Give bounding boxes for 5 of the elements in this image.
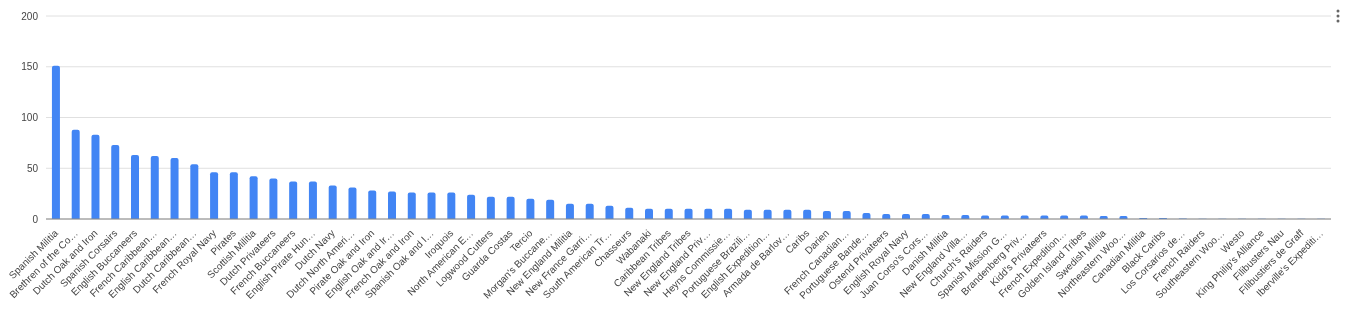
y-tick-label: 150: [21, 61, 39, 73]
y-tick-label: 50: [26, 162, 39, 174]
y-tick-label: 0: [32, 213, 39, 225]
y-tick-label: 200: [21, 10, 39, 22]
y-tick-label: 100: [21, 112, 39, 124]
